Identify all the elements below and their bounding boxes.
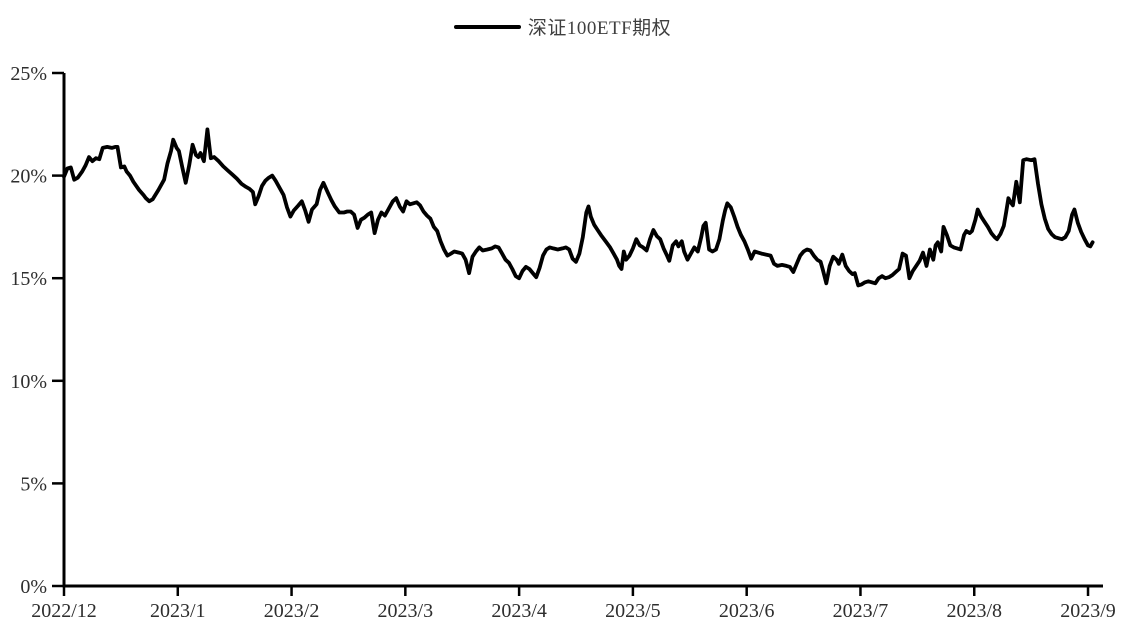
x-tick-label: 2023/6: [719, 600, 775, 622]
series-line: [62, 127, 1095, 288]
x-tick-label: 2023/9: [1060, 600, 1116, 622]
legend-series-label: 深证100ETF期权: [527, 18, 672, 39]
x-tick-label: 2023/3: [378, 600, 434, 622]
y-tick-label: 10%: [10, 371, 47, 393]
x-tick-label: 2023/2: [264, 600, 320, 622]
x-tick-label: 2023/5: [605, 600, 661, 622]
x-tick-label: 2022/12: [31, 600, 97, 622]
chart-legend: 深证100ETF期权: [0, 13, 1125, 40]
x-tick-label: 2023/8: [946, 600, 1002, 622]
y-tick-label: 25%: [10, 63, 47, 85]
x-tick-label: 2023/1: [150, 600, 206, 622]
y-tick-label: 5%: [20, 473, 47, 495]
x-tick-label: 2023/4: [491, 600, 547, 622]
y-tick-label: 15%: [10, 268, 47, 290]
y-tick-label: 20%: [10, 166, 47, 188]
legend-line-marker: [453, 24, 521, 29]
y-tick-label: 0%: [20, 576, 47, 598]
x-tick-label: 2023/7: [833, 600, 889, 622]
